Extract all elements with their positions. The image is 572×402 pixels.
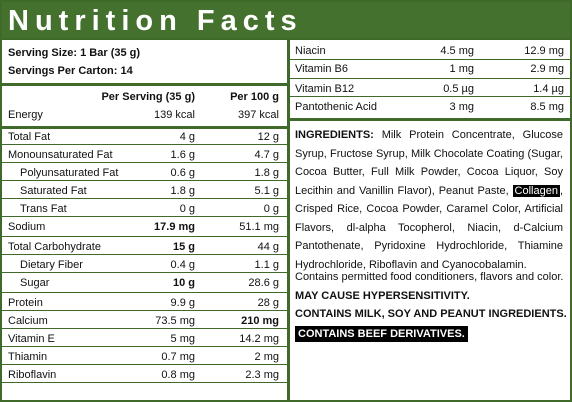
- header-per-100g: Per 100 g: [230, 91, 279, 103]
- per-serving-value: 1 mg: [449, 63, 474, 75]
- per-100g-value: 5.1 g: [254, 185, 279, 197]
- ingredients-part-1: Milk Protein Concentrate, Glucose Syrup,…: [295, 129, 563, 197]
- nutrient-name: Calcium: [8, 315, 48, 327]
- per-100g-value: 2 mg: [254, 351, 279, 363]
- per-100g-value: 4.7 g: [254, 149, 279, 161]
- per-serving-value: 139 kcal: [154, 109, 195, 121]
- per-100g-value: 1.1 g: [254, 259, 279, 271]
- per-serving-value: 1.8 g: [170, 185, 195, 197]
- per-100g-value: 28.6 g: [248, 277, 279, 289]
- row-rule: [2, 346, 287, 347]
- row-rule: [2, 272, 287, 273]
- per-100g-value: 8.5 mg: [530, 101, 564, 113]
- nutrient-name: Sodium: [8, 221, 46, 233]
- ingredients-text: INGREDIENTS: Milk Protein Concentrate, G…: [295, 126, 563, 274]
- nutrient-name: Monounsaturated Fat: [8, 149, 113, 161]
- row-rule: [2, 382, 287, 383]
- per-100g-value: 2.3 mg: [245, 369, 279, 381]
- per-100g-value: 397 kcal: [238, 109, 279, 121]
- per-serving-value: 9.9 g: [170, 297, 195, 309]
- per-serving-value: 0.4 g: [170, 259, 195, 271]
- per-100g-value: 1.4 µg: [533, 83, 564, 95]
- per-serving-value: 17.9 mg: [154, 221, 195, 233]
- nutrient-name: Total Carbohydrate: [8, 241, 101, 253]
- ingredients-part-2: , Crisped Rice, Cocoa Powder, Caramel Co…: [295, 184, 563, 271]
- divider-rule: [2, 83, 287, 86]
- per-serving-value: 15 g: [172, 241, 195, 253]
- per-100g-value: 14.2 mg: [239, 333, 279, 345]
- row-rule: [2, 236, 287, 237]
- conditioners-note: Contains permitted food conditioners, fl…: [295, 271, 564, 283]
- row-rule: [290, 59, 570, 60]
- per-serving-value: 10 g: [172, 277, 195, 289]
- hypersensitivity-warning: MAY CAUSE HYPERSENSITIVITY.: [295, 289, 470, 302]
- per-100g-value: 210 mg: [241, 315, 279, 327]
- per-serving-value: 4 g: [179, 131, 195, 143]
- nutrient-name: Dietary Fiber: [20, 259, 83, 271]
- left-panel: Serving Size: 1 Bar (35 g) Servings Per …: [2, 40, 287, 402]
- per-100g-value: 44 g: [257, 241, 279, 253]
- beef-warning: CONTAINS BEEF DERIVATIVES.: [295, 325, 468, 342]
- nutrient-name: Vitamin E: [8, 333, 55, 345]
- right-panel: Niacin 4.5 mg 12.9 mg Vitamin B6 1 mg 2.9 mg V…: [290, 40, 570, 402]
- per-serving-value: 4.5 mg: [440, 45, 474, 57]
- row-rule: [290, 78, 570, 79]
- per-100g-value: 51.1 mg: [239, 221, 279, 233]
- per-100g-value: 2.9 mg: [530, 63, 564, 75]
- servings-per-carton-text: Servings Per Carton: 14: [8, 65, 133, 77]
- nutrient-name: Total Fat: [8, 131, 51, 143]
- label-notes: Contains permitted food conditioners, fl…: [295, 268, 567, 343]
- nutrient-name: Saturated Fat: [20, 185, 87, 197]
- nutrient-name: Protein: [8, 297, 43, 309]
- row-rule: [2, 328, 287, 329]
- nutrient-name: Energy: [8, 109, 43, 121]
- row-rule: [2, 198, 287, 199]
- per-100g-value: 12.9 mg: [524, 45, 564, 57]
- ingredients-highlight: Collagen: [512, 184, 560, 197]
- allergen-warning: CONTAINS MILK, SOY AND PEANUT INGREDIENT…: [295, 308, 567, 320]
- column-divider: [287, 40, 290, 402]
- nutrient-name: Sugar: [20, 277, 50, 289]
- per-serving-value: 0.6 g: [170, 167, 195, 179]
- row-rule: [2, 254, 287, 255]
- per-100g-value: 28 g: [257, 297, 279, 309]
- nutrient-name: Trans Fat: [20, 203, 67, 215]
- nutrient-name: Thiamin: [8, 351, 48, 363]
- per-serving-value: 0.8 mg: [161, 369, 195, 381]
- vitamin-name: Pantothenic Acid: [295, 101, 377, 113]
- row-rule: [2, 310, 287, 311]
- per-serving-value: 5 mg: [170, 333, 195, 345]
- row-rule: [2, 126, 287, 129]
- per-serving-value: 73.5 mg: [155, 315, 195, 327]
- per-100g-value: 1.8 g: [254, 167, 279, 179]
- ingredients-label: INGREDIENTS:: [295, 129, 374, 141]
- vitamin-name: Vitamin B6: [295, 63, 348, 75]
- row-rule: [290, 96, 570, 97]
- label-title: Nutrition Facts: [8, 5, 303, 37]
- serving-size-text: Serving Size: 1 Bar (35 g): [8, 47, 141, 59]
- nutrient-name: Riboflavin: [8, 369, 57, 381]
- divider-rule: [290, 118, 570, 121]
- per-100g-value: 0 g: [263, 203, 279, 215]
- per-100g-value: 12 g: [257, 131, 279, 143]
- row-rule: [2, 144, 287, 145]
- per-serving-value: 0.5 µg: [443, 83, 474, 95]
- per-serving-value: 0 g: [179, 203, 195, 215]
- row-rule: [2, 162, 287, 163]
- nutrient-name: Polyunsaturated Fat: [20, 167, 119, 179]
- per-serving-value: 0.7 mg: [161, 351, 195, 363]
- row-rule: [2, 216, 287, 217]
- row-rule: [2, 180, 287, 181]
- vitamin-name: Niacin: [295, 45, 326, 57]
- vitamin-name: Vitamin B12: [295, 83, 355, 95]
- label-header: Nutrition Facts: [2, 2, 570, 40]
- header-per-serving: Per Serving (35 g): [101, 91, 195, 103]
- per-serving-value: 3 mg: [449, 101, 474, 113]
- row-rule: [2, 364, 287, 365]
- row-rule: [2, 292, 287, 293]
- per-serving-value: 1.6 g: [170, 149, 195, 161]
